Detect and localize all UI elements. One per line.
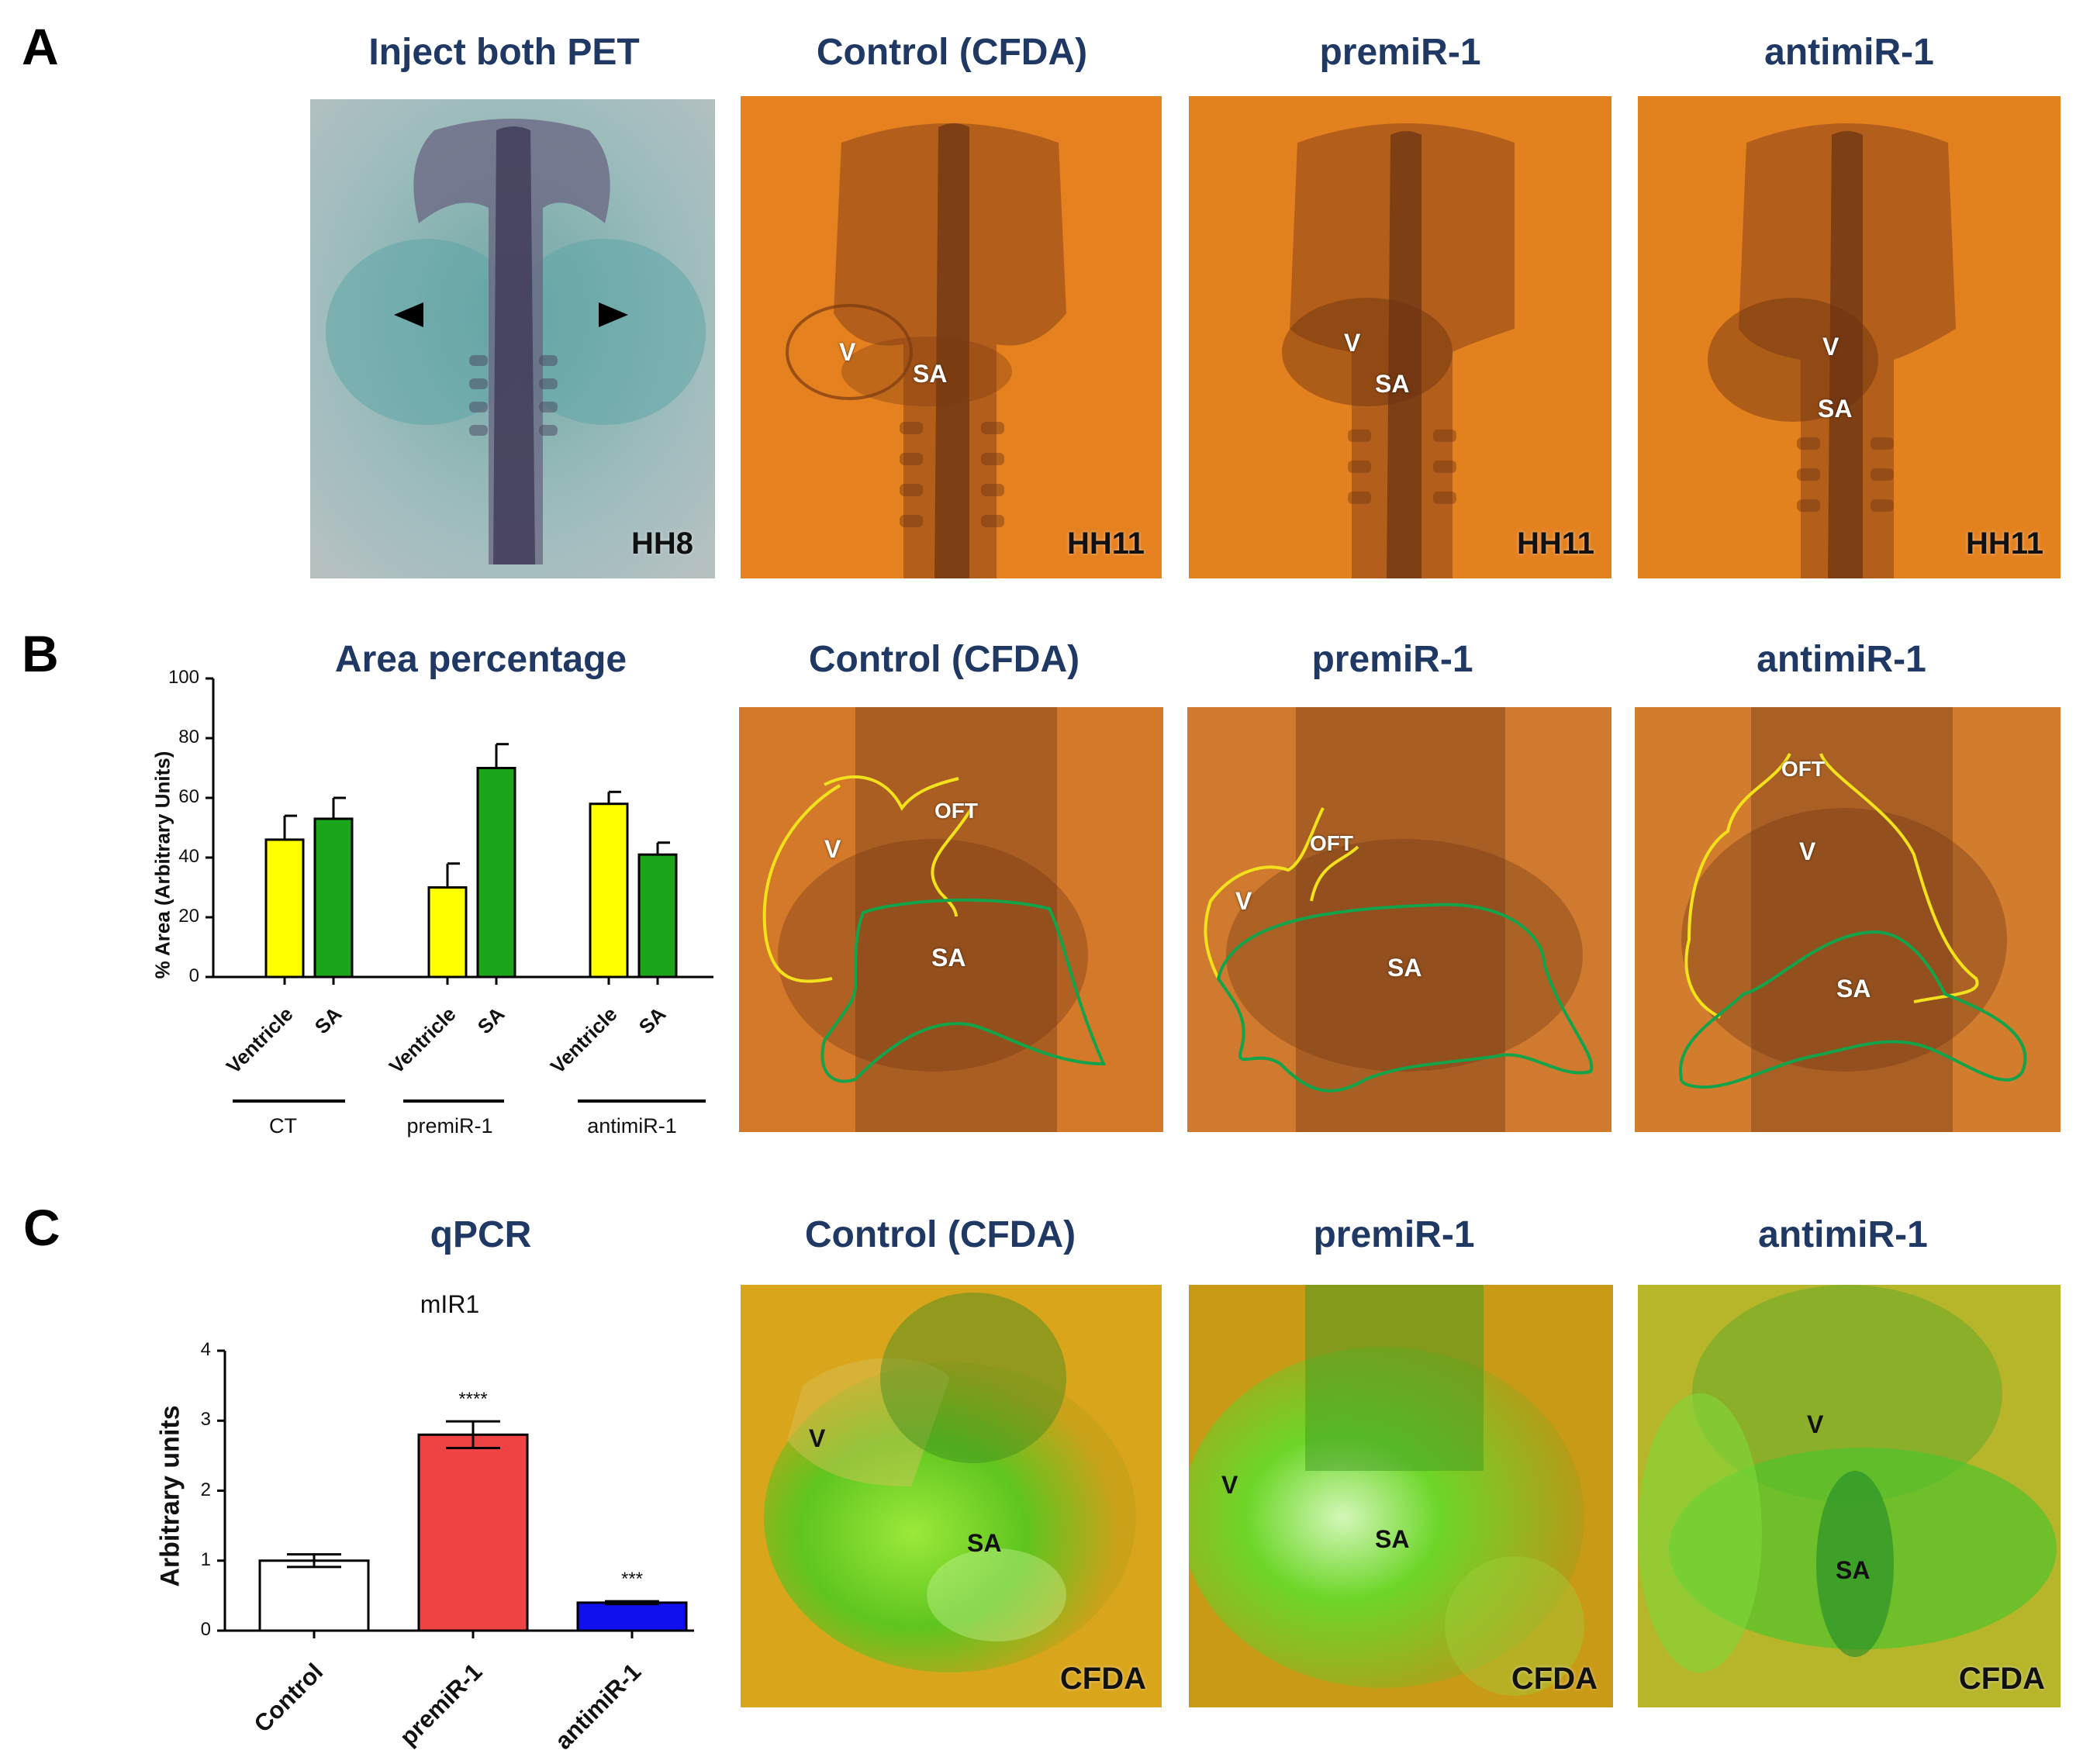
title-c-qpcr: qPCR — [430, 1214, 532, 1255]
y-tick-label: 0 — [188, 965, 199, 986]
stain-label: CFDA — [1511, 1662, 1598, 1696]
title-c-control: Control (CFDA) — [804, 1214, 1076, 1255]
y-tick-label: 80 — [178, 727, 199, 747]
label-v: V — [1344, 329, 1361, 357]
title-a-control: Control (CFDA) — [816, 32, 1088, 73]
group-label: premiR-1 — [406, 1114, 493, 1137]
label-v: V — [1221, 1471, 1238, 1499]
bar — [258, 1559, 370, 1632]
photo-a-antimir: V SA HH11 — [1638, 96, 2061, 578]
label-v: V — [1807, 1410, 1824, 1438]
group-label: antimiR-1 — [587, 1114, 677, 1137]
y-tick-label: 100 — [168, 667, 199, 688]
significance-marker: *** — [620, 1569, 644, 1590]
label-v: V — [809, 1424, 826, 1452]
label-sa: SA — [1387, 954, 1422, 982]
y-tick-label: 1 — [200, 1548, 211, 1570]
y-tick-label: 4 — [200, 1339, 211, 1360]
y-tick-label: 40 — [178, 846, 199, 867]
label-sa: SA — [1375, 1525, 1410, 1553]
label-sa: SA — [1836, 1556, 1871, 1584]
y-tick-label: 60 — [178, 786, 199, 807]
label-oft: OFT — [1310, 831, 1353, 855]
title-b-control: Control (CFDA) — [808, 639, 1080, 680]
photo-a-hh8: HH8 — [310, 99, 715, 578]
arrowhead-right-icon — [599, 302, 628, 327]
y-tick-label: 2 — [200, 1479, 211, 1500]
photo-c-antimir: V SA CFDA — [1638, 1285, 2061, 1707]
label-sa: SA — [1836, 975, 1871, 1003]
y-tick-label: 20 — [178, 906, 199, 927]
panel-letter-a: A — [22, 18, 59, 75]
label-v: V — [1799, 837, 1816, 865]
y-tick-label: 3 — [200, 1409, 211, 1431]
bar — [417, 1433, 529, 1632]
photo-c-premir: V SA CFDA — [1189, 1285, 1613, 1707]
arrowhead-left-icon — [394, 302, 423, 327]
area-chart-svg — [206, 677, 713, 1103]
label-oft: OFT — [1781, 757, 1825, 781]
title-a-inject: Inject both PET — [368, 32, 640, 73]
label-sa: SA — [931, 944, 966, 972]
stage-label: HH11 — [1516, 526, 1594, 561]
label-v: V — [1235, 887, 1252, 915]
title-b-area: Area percentage — [334, 639, 627, 680]
bar — [576, 1601, 688, 1632]
photo-b-antimir: OFT V SA — [1635, 707, 2061, 1132]
photo-b-control: V OFT SA — [739, 707, 1163, 1132]
bar — [637, 853, 678, 979]
chart-subtitle: mIR1 — [420, 1290, 480, 1318]
group-label: CT — [269, 1114, 297, 1137]
label-sa: SA — [1818, 395, 1853, 423]
bar — [476, 767, 516, 979]
label-oft: OFT — [934, 799, 978, 823]
title-c-antimir: antimiR-1 — [1758, 1214, 1928, 1255]
title-b-antimir: antimiR-1 — [1757, 639, 1926, 680]
label-v: V — [1822, 333, 1839, 361]
stage-label: HH8 — [630, 526, 693, 561]
label-sa: SA — [913, 360, 948, 388]
label-v: V — [824, 835, 841, 863]
photo-a-premir: V SA HH11 — [1189, 96, 1611, 578]
stain-label: CFDA — [1059, 1662, 1146, 1696]
stain-label: CFDA — [1958, 1662, 2045, 1696]
significance-marker: **** — [458, 1389, 488, 1410]
area-percentage-chart: % Area (Arbitrary Units) CT premiR-1 ant… — [124, 663, 721, 1159]
title-b-premir: premiR-1 — [1311, 639, 1473, 680]
bar — [313, 817, 354, 979]
bar — [427, 886, 468, 979]
bar — [589, 803, 629, 979]
photo-a-control: V SA HH11 — [741, 96, 1162, 578]
stage-label: HH11 — [1965, 526, 2043, 561]
panel-letter-b: B — [22, 625, 59, 682]
label-sa: SA — [967, 1529, 1002, 1557]
stage-label: HH11 — [1066, 526, 1145, 561]
label-v: V — [839, 338, 856, 366]
title-a-premir: premiR-1 — [1319, 32, 1481, 73]
qpcr-chart: mIR1 Arbitrary units 0 1 2 3 4 Control premiR-… — [124, 1287, 729, 1755]
bar — [264, 838, 305, 979]
title-c-premir: premiR-1 — [1313, 1214, 1475, 1255]
qpcr-chart-svg — [217, 1349, 694, 1638]
label-sa: SA — [1375, 370, 1410, 398]
photo-c-control: V SA CFDA — [741, 1285, 1162, 1707]
y-tick-label: 0 — [200, 1619, 211, 1640]
photo-b-premir: V OFT SA — [1187, 707, 1611, 1132]
title-a-antimir: antimiR-1 — [1764, 32, 1934, 73]
panel-letter-c: C — [23, 1199, 60, 1256]
